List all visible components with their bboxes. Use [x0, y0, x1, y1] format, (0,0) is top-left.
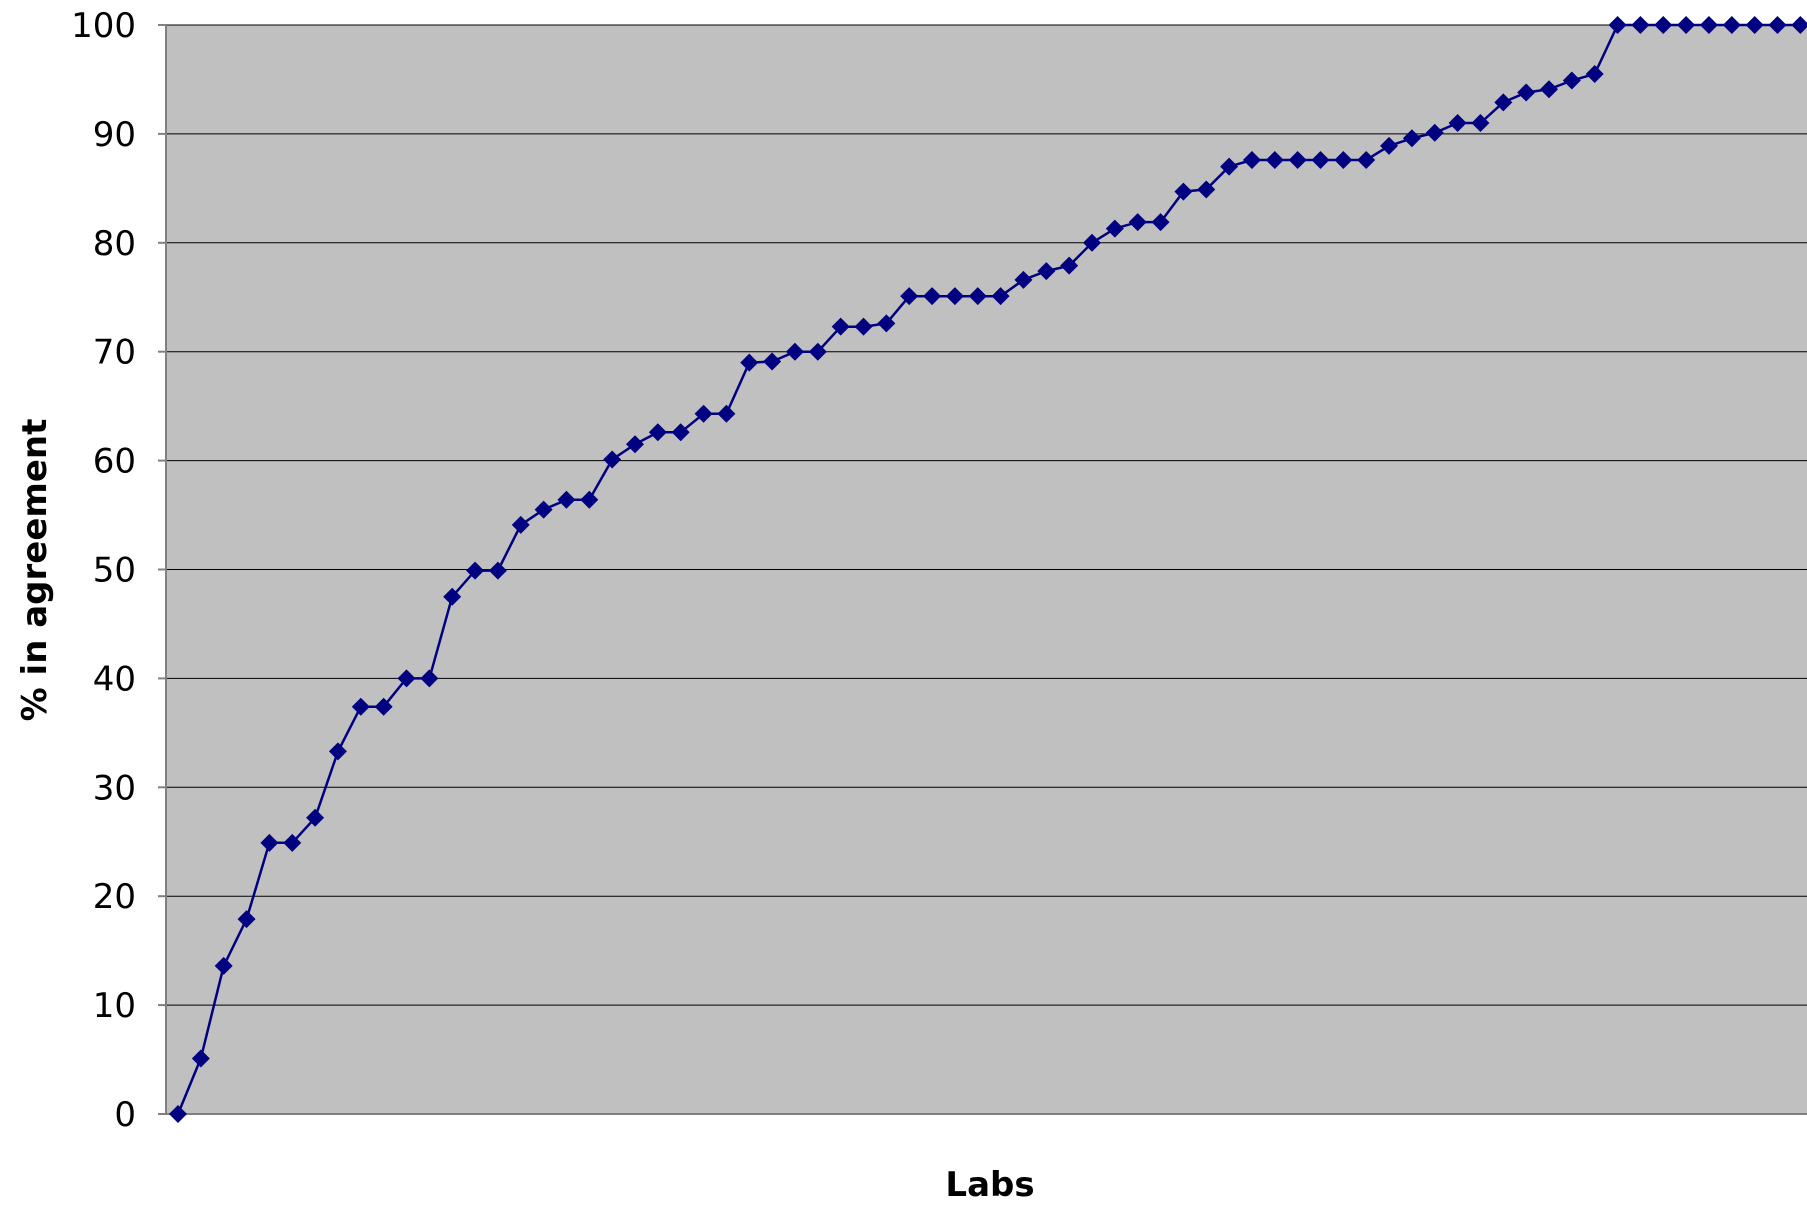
y-tick-label: 80: [93, 224, 136, 264]
data-point: [1037, 262, 1056, 281]
data-point: [991, 287, 1010, 306]
data-point: [443, 587, 462, 606]
data-point: [1334, 151, 1353, 170]
data-point: [648, 423, 667, 442]
data-point: [603, 450, 622, 469]
data-point: [831, 317, 850, 336]
data-point: [1517, 83, 1536, 102]
data-point: [580, 490, 599, 509]
data-point: [1083, 233, 1101, 252]
data-point: [694, 404, 713, 423]
data-point: [923, 287, 942, 306]
data-point: [1471, 114, 1490, 133]
data-point: [1265, 151, 1284, 170]
data-point: [1654, 16, 1673, 34]
data-point: [945, 287, 964, 306]
data-point: [397, 669, 416, 688]
data-point: [763, 352, 782, 371]
data-point: [1608, 16, 1627, 34]
y-tick-label: 40: [93, 659, 136, 699]
data-point: [1014, 270, 1033, 289]
data-point: [1151, 213, 1170, 232]
data-point: [214, 956, 233, 975]
y-tick-label: 10: [93, 986, 136, 1026]
x-axis-title: Labs: [945, 1165, 1034, 1205]
data-point: [1197, 180, 1216, 199]
data-point: [260, 833, 279, 852]
y-tick-label: 20: [93, 877, 136, 917]
y-tick-label: 0: [114, 1095, 136, 1135]
data-point: [1562, 71, 1581, 90]
data-point: [1791, 16, 1807, 34]
data-point: [374, 697, 393, 716]
data-point: [466, 561, 485, 580]
data-point: [785, 342, 804, 361]
data-point: [1631, 16, 1650, 34]
data-point: [717, 404, 736, 423]
data-point: [1060, 256, 1079, 275]
data-point: [1448, 114, 1467, 133]
data-point: [1357, 151, 1376, 170]
data-point: [1699, 16, 1718, 34]
data-point: [1402, 129, 1421, 148]
data-point: [1174, 182, 1193, 201]
data-point: [1220, 157, 1239, 176]
data-point: [1722, 16, 1741, 34]
data-point: [191, 1049, 210, 1068]
gridlines: [158, 24, 1807, 1115]
data-point: [283, 833, 302, 852]
data-point: [1288, 151, 1307, 170]
data-point: [1380, 136, 1399, 155]
y-tick-label: 60: [93, 442, 136, 482]
data-point: [1128, 213, 1147, 232]
y-tick-labels: 0 10 20 30 40 50 60 70 80 90 100: [71, 6, 136, 1135]
y-tick-label: 30: [93, 768, 136, 808]
data-point: [1494, 93, 1513, 112]
data-point: [1768, 16, 1787, 34]
y-tick-label: 50: [93, 551, 136, 591]
data-point: [854, 317, 873, 336]
data-point: [808, 342, 827, 361]
data-point: [740, 353, 759, 372]
data-point: [306, 808, 325, 827]
data-point: [488, 561, 507, 580]
y-tick-label: 100: [71, 6, 136, 46]
data-point: [1105, 219, 1124, 238]
data-point: [1677, 16, 1696, 34]
data-point: [1540, 80, 1558, 99]
data-point: [671, 423, 690, 442]
data-point: [351, 697, 370, 716]
data-point: [1311, 151, 1330, 170]
data-point: [877, 314, 896, 333]
data-point: [328, 742, 347, 761]
data-point: [1585, 65, 1604, 84]
data-point: [420, 669, 439, 688]
data-point: [534, 500, 553, 519]
data-point: [968, 287, 987, 306]
data-point: [511, 515, 530, 534]
data-point: [1745, 16, 1764, 34]
data-point: [626, 435, 644, 454]
data-point: [1425, 123, 1444, 142]
series-markers: [169, 16, 1807, 1123]
y-tick-label: 70: [93, 333, 136, 373]
data-point: [557, 490, 576, 509]
data-point: [237, 910, 256, 929]
data-point: [169, 1105, 187, 1123]
data-point: [900, 287, 919, 306]
y-tick-label: 90: [93, 115, 136, 155]
y-axis-title: % in agreement: [15, 419, 55, 722]
data-point: [1242, 151, 1261, 170]
